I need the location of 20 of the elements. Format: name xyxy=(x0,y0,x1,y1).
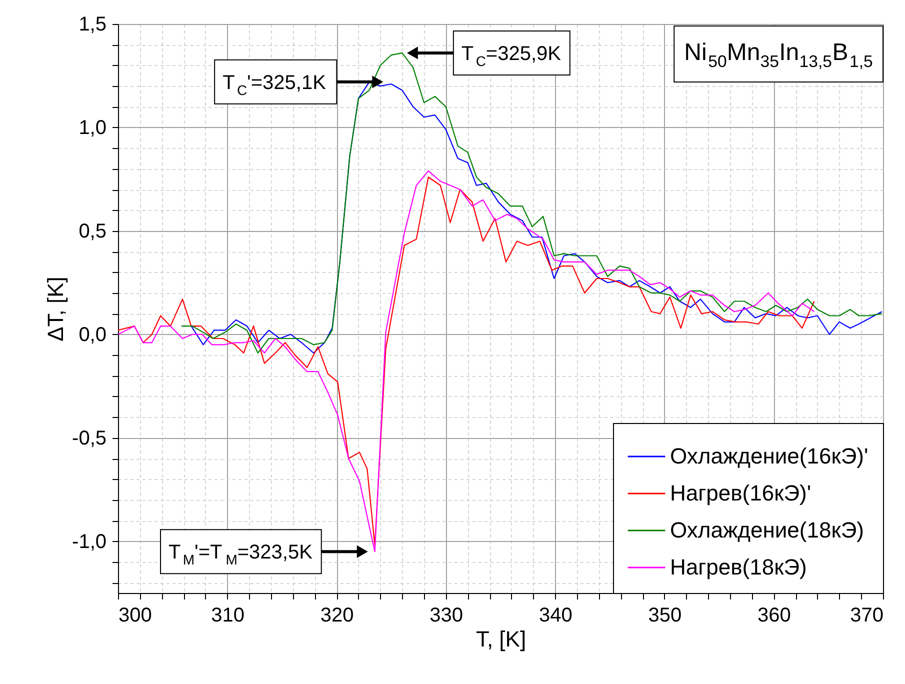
legend-label: Охлаждение(16кЭ)' xyxy=(670,444,868,468)
x-tick-label: 300 xyxy=(118,604,152,626)
x-tick-label: 310 xyxy=(211,604,244,626)
y-tick-label: -0,5 xyxy=(72,427,106,450)
x-tick-label: 370 xyxy=(850,604,884,626)
y-tick-label: 1,0 xyxy=(78,116,106,139)
y-tick-label: -1,0 xyxy=(72,530,106,553)
x-tick-label: 340 xyxy=(538,604,572,626)
y-axis-title: ΔT, [K] xyxy=(43,276,68,342)
legend-label: Нагрев(16кЭ)' xyxy=(670,480,812,506)
x-tick-label: 350 xyxy=(648,604,682,626)
y-tick-label: 1,5 xyxy=(78,14,106,36)
y-tick-label: 0,0 xyxy=(78,324,106,346)
x-axis-title: T, [K] xyxy=(476,626,526,652)
y-tick-label: 0,5 xyxy=(78,220,106,242)
legend-label: Охлаждение(18кЭ) xyxy=(670,518,864,542)
x-tick-label: 360 xyxy=(758,604,791,626)
x-tick-label: 330 xyxy=(430,604,464,626)
legend-label: Нагрев(18кЭ) xyxy=(670,554,807,580)
x-tick-label: 320 xyxy=(320,604,354,626)
